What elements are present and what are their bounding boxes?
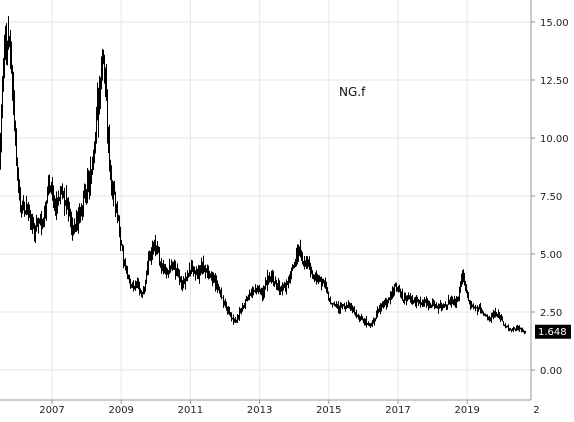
x-tick-label: 2019 — [454, 405, 479, 416]
y-axis-ticks: 15.00 12.50 10.00 7.50 5.00 2.50 0.00 — [531, 18, 569, 377]
y-tick-label: 10.00 — [540, 134, 569, 145]
ohlc-bars — [0, 16, 526, 335]
x-tick-label: 2015 — [316, 405, 341, 416]
y-tick-label: 15.00 — [540, 18, 569, 29]
grid-lines — [0, 0, 531, 400]
y-tick-label: 2.50 — [540, 308, 562, 319]
y-tick-label: 0.00 — [540, 366, 562, 377]
last-price-marker: 1.648 — [535, 324, 571, 339]
x-tick-label: 2013 — [247, 405, 272, 416]
chart-title: NG.f — [339, 85, 366, 99]
y-tick-label: 7.50 — [540, 192, 562, 203]
x-tick-label: 2011 — [178, 405, 203, 416]
x-tick-label: 2017 — [385, 405, 410, 416]
x-axis-ticks: 2007 2009 2011 2013 2015 2017 2019 2 — [39, 400, 540, 416]
last-price-background — [535, 324, 571, 339]
y-tick-label: 5.00 — [540, 250, 562, 261]
x-tick-label: 2 — [533, 405, 539, 416]
last-price-label: 1.648 — [538, 327, 567, 338]
x-tick-label: 2009 — [108, 405, 133, 416]
x-tick-label: 2007 — [39, 405, 64, 416]
y-tick-label: 12.50 — [540, 76, 569, 87]
